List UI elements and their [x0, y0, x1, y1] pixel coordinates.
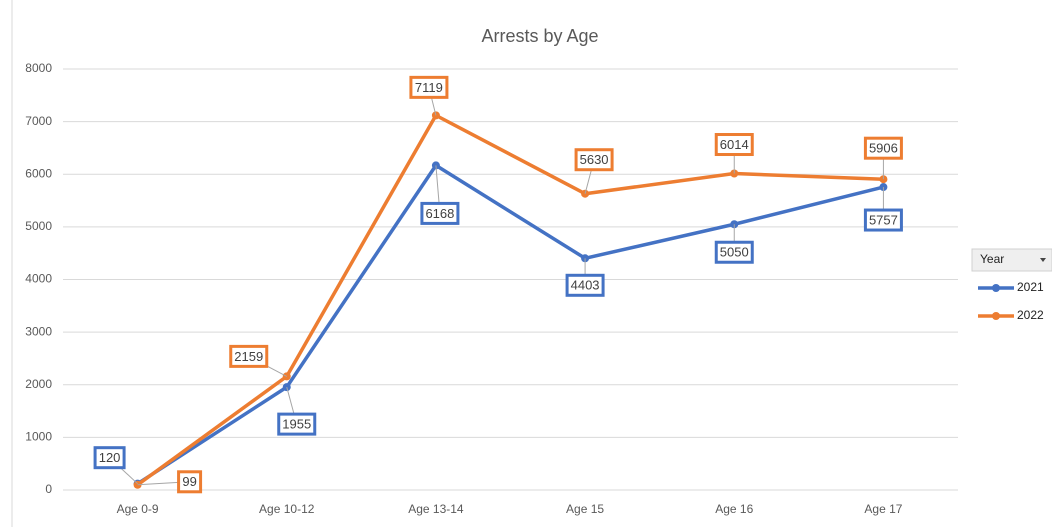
y-tick-label: 1000	[25, 430, 52, 444]
chart-title: Arrests by Age	[481, 26, 598, 46]
data-label: 5050	[720, 245, 749, 260]
legend-filter[interactable]: Year	[971, 248, 1052, 272]
legend-label: 2021	[1017, 280, 1044, 294]
legend-entry[interactable]: 2021	[978, 280, 1044, 294]
legend-label: 2022	[1017, 308, 1044, 322]
y-tick-label: 5000	[25, 219, 52, 233]
data-label: 6168	[425, 206, 454, 221]
y-tick-label: 6000	[25, 166, 52, 180]
y-tick-label: 4000	[25, 272, 52, 286]
legend-header[interactable]	[971, 248, 1052, 272]
x-tick-label: Age 0-9	[117, 502, 159, 516]
x-tick-label: Age 17	[864, 502, 902, 516]
legend-marker	[992, 284, 1000, 292]
y-tick-label: 3000	[25, 324, 52, 338]
y-tick-label: 2000	[25, 377, 52, 391]
series-line	[136, 113, 884, 487]
data-label-box	[93, 446, 126, 470]
data-label: 99	[182, 474, 196, 489]
data-label: 5757	[869, 212, 898, 227]
data-label-box	[863, 136, 903, 160]
data-label-box	[420, 201, 460, 225]
data-label-box	[565, 273, 605, 297]
data-label-box	[177, 470, 203, 494]
data-label: 7119	[415, 80, 443, 95]
x-tick-label: Age 13-14	[408, 502, 464, 516]
data-label-box	[714, 240, 754, 264]
data-label-box	[409, 75, 449, 99]
legend-marker	[992, 312, 1000, 320]
dropdown-arrow[interactable]	[1040, 258, 1046, 262]
data-label: 6014	[720, 137, 749, 152]
data-label-box	[229, 344, 269, 368]
data-label-box	[863, 208, 903, 232]
x-tick-label: Age 16	[715, 502, 753, 516]
data-label: 1955	[282, 417, 311, 432]
data-label: 5906	[869, 141, 898, 156]
y-tick-label: 0	[45, 482, 52, 496]
data-label-box	[714, 133, 754, 157]
data-label-box	[574, 148, 614, 172]
data-label-box	[277, 412, 317, 436]
data-label: 5630	[580, 152, 609, 167]
y-tick-label: 7000	[25, 114, 52, 128]
legend-entry[interactable]: 2022	[978, 308, 1044, 322]
data-label: 2159	[234, 349, 263, 364]
x-tick-label: Age 15	[566, 502, 604, 516]
x-tick-label: Age 10-12	[259, 502, 315, 516]
series-line	[136, 163, 884, 486]
data-label: 120	[99, 450, 121, 465]
y-tick-label: 8000	[25, 61, 52, 75]
legend-title[interactable]: Year	[980, 252, 1004, 266]
data-label: 4403	[571, 278, 600, 293]
